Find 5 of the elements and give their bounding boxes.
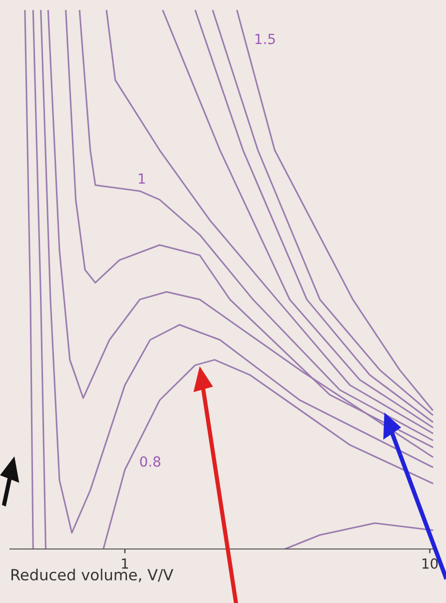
series-label: 0.8 xyxy=(140,456,160,467)
series-label: 1.5 xyxy=(255,34,275,44)
x-axis-title: Reduced volume, V/V xyxy=(12,568,174,582)
series-label: 1 xyxy=(138,173,145,184)
x-tick-label: 10 xyxy=(422,558,438,569)
